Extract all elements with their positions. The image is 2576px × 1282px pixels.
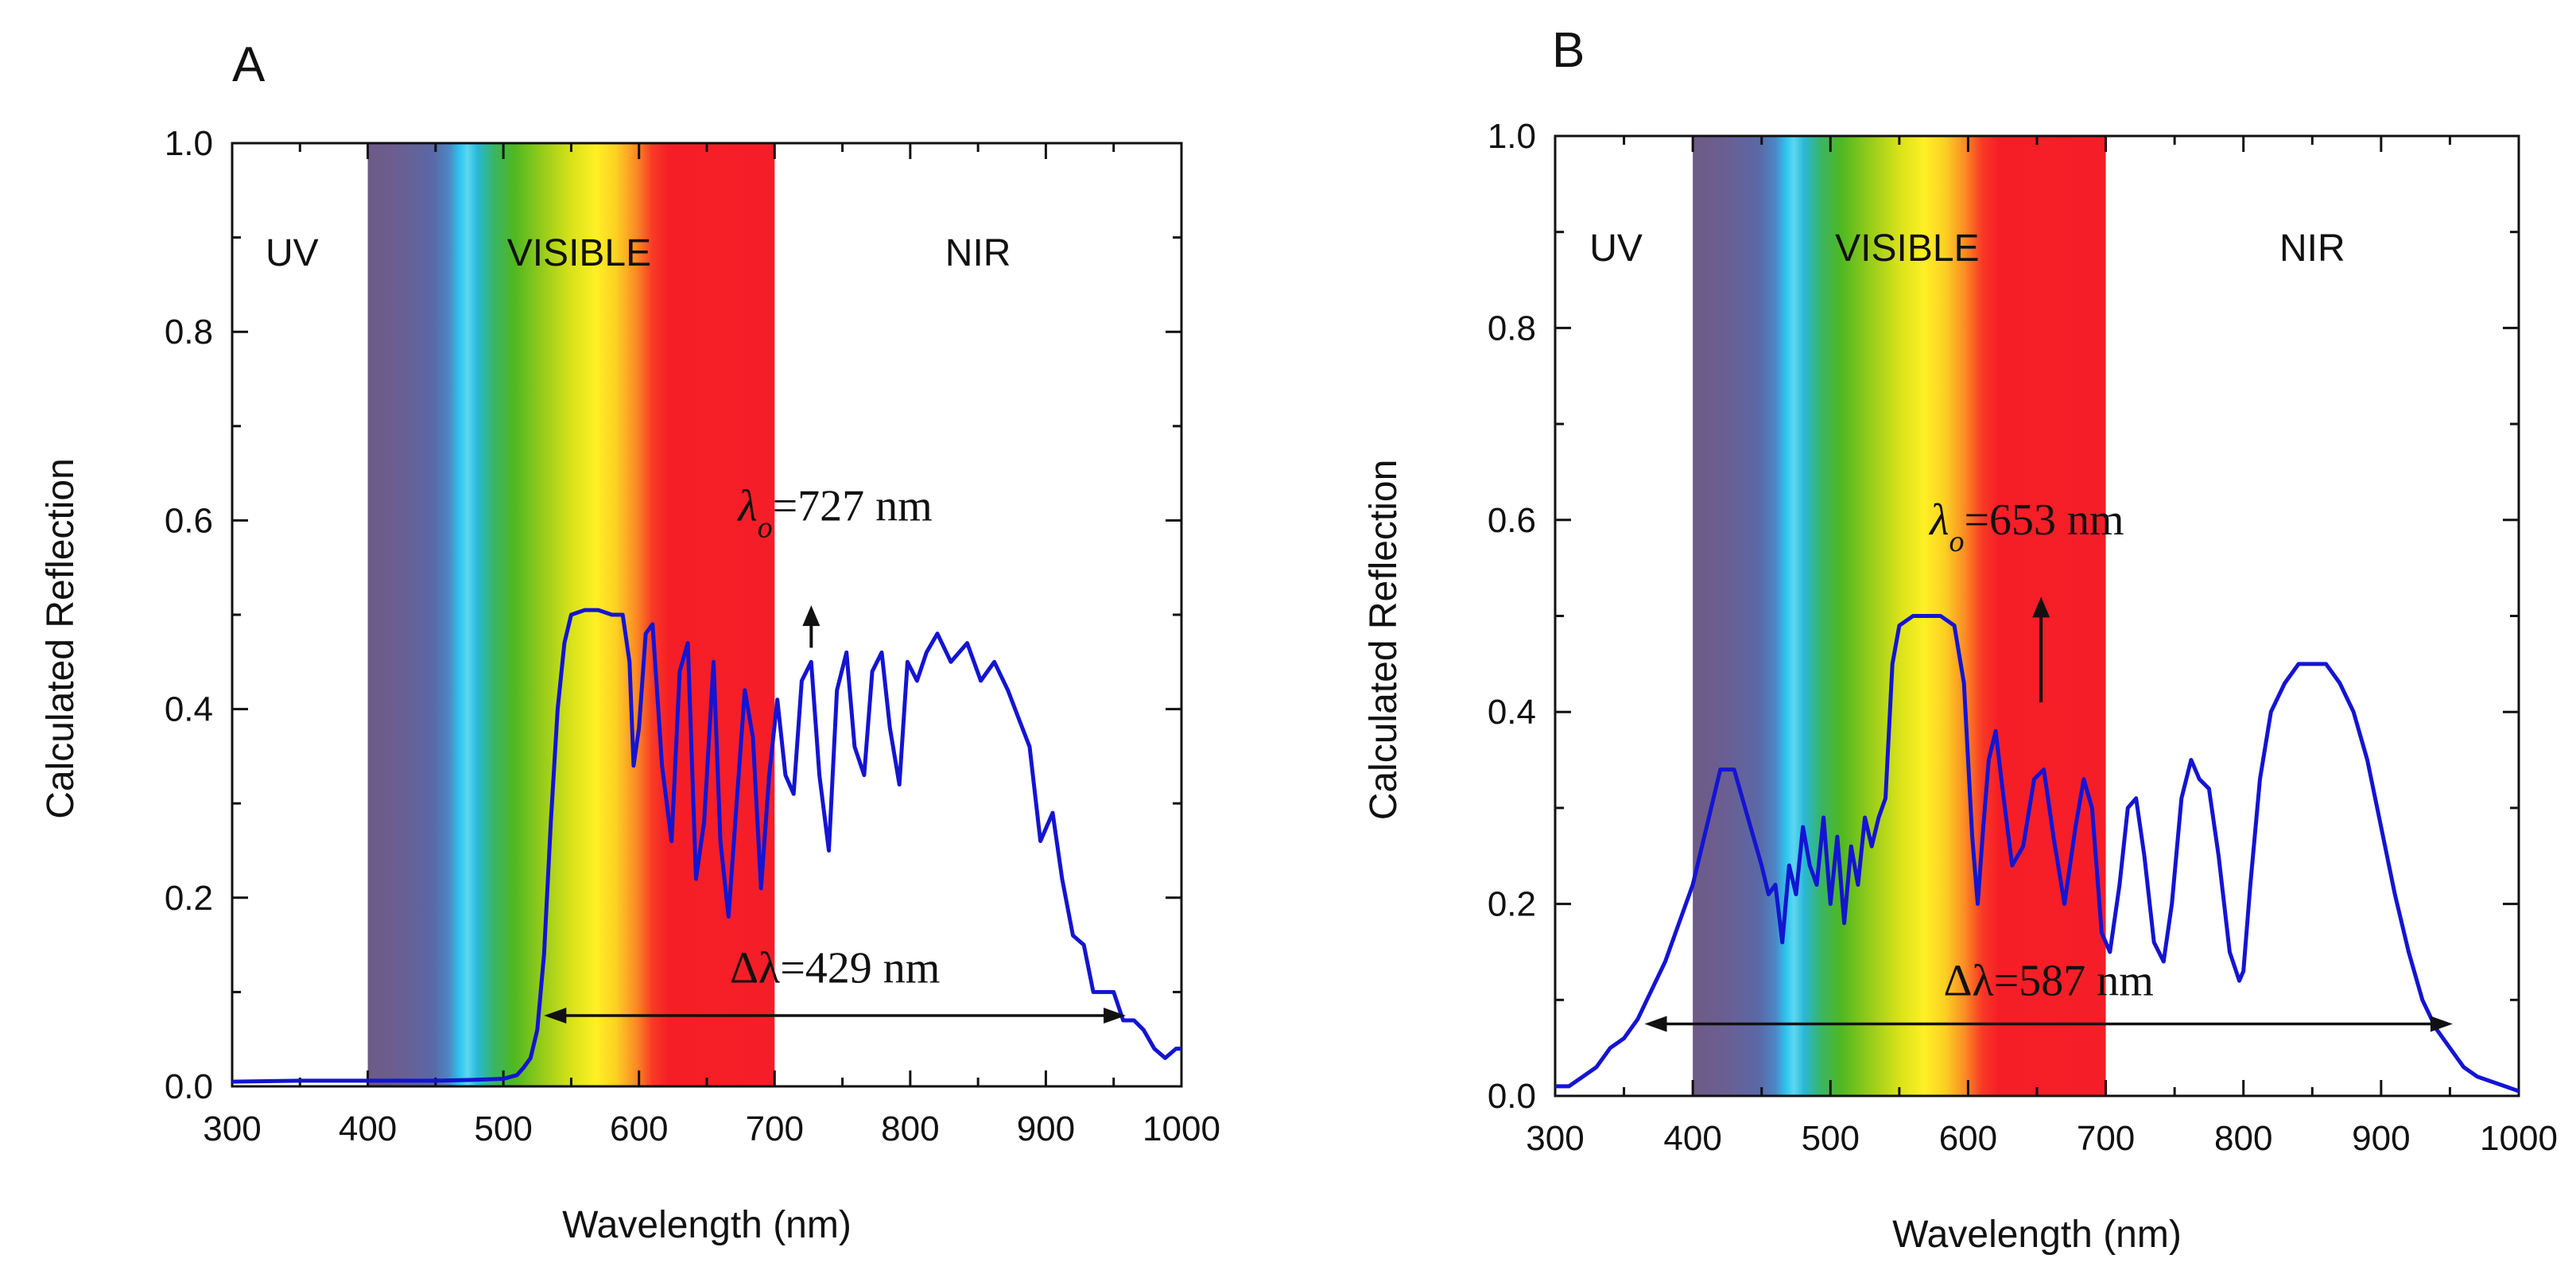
- x-tick-labels: 300 400 500 600 700 800 900 1000: [1526, 1119, 2558, 1158]
- y-tick-label: 0.2: [1488, 885, 1536, 924]
- x-tick-label: 400: [1663, 1119, 1721, 1158]
- y-axis-label: Calculated Reflection: [1363, 460, 1405, 821]
- bandwidth-value: =587 nm: [1994, 956, 2154, 1005]
- reflection-curve: [231, 608, 1181, 1084]
- x-tick-label: 300: [1526, 1119, 1584, 1158]
- x-tick-label: 500: [474, 1109, 532, 1148]
- x-tick-label: 600: [610, 1109, 668, 1148]
- delta-lambda-symbol: Δλ: [730, 944, 780, 993]
- plot-frame: [231, 142, 1183, 1088]
- region-label-uv: UV: [266, 232, 319, 274]
- center-wavelength-annotation: λo=727 nm: [736, 481, 932, 544]
- center-wavelength-annotation: λo=653 nm: [1928, 495, 2124, 558]
- x-tick-label: 400: [339, 1109, 397, 1148]
- y-tick-label: 1.0: [165, 124, 213, 163]
- lambda-subscript: o: [1949, 525, 1964, 558]
- bandwidth-arrowhead-left: [1644, 1016, 1667, 1032]
- lambda-symbol: λ: [736, 481, 757, 530]
- y-tick-label: 0.8: [1488, 309, 1536, 348]
- x-tick-label: 700: [746, 1109, 804, 1148]
- x-tick-label: 500: [1802, 1119, 1860, 1158]
- bandwidth-arrowhead-left: [544, 1008, 567, 1024]
- y-tick-label: 0.6: [1488, 501, 1536, 540]
- x-tick-labels: 300 400 500 600 700 800 900 1000: [203, 1109, 1220, 1148]
- region-label-uv: UV: [1589, 227, 1643, 270]
- region-label-nir: NIR: [2279, 227, 2345, 270]
- center-wavelength-arrowhead: [802, 605, 821, 627]
- y-tick-labels: 0.0 0.2 0.4 0.6 0.8 1.0: [165, 124, 213, 1106]
- x-tick-label: 300: [203, 1109, 261, 1148]
- bandwidth-value: =429 nm: [780, 944, 940, 993]
- plot-frame: [1554, 134, 2520, 1097]
- region-label-nir: NIR: [945, 232, 1011, 274]
- center-wavelength-arrowhead: [2032, 596, 2050, 618]
- panel-a: A 300 400 500 600 700 800 900 1000 0.0 0…: [40, 37, 1220, 1246]
- lambda-symbol: λ: [1928, 495, 1949, 545]
- x-tick-label: 1000: [2480, 1119, 2558, 1158]
- y-tick-label: 0.4: [165, 690, 213, 729]
- bandwidth-arrowhead-right: [2430, 1016, 2453, 1032]
- x-axis-label: Wavelength (nm): [1892, 1214, 2182, 1256]
- x-tick-label: 1000: [1143, 1109, 1220, 1148]
- x-tick-label: 900: [2352, 1119, 2410, 1158]
- bandwidth-annotation: Δλ=587 nm: [1944, 956, 2154, 1005]
- x-tick-label: 800: [2214, 1119, 2272, 1158]
- center-wavelength-value: =727 nm: [773, 481, 933, 530]
- bandwidth-arrowhead-right: [1104, 1008, 1127, 1024]
- y-tick-label: 0.0: [165, 1067, 213, 1106]
- panel-label: B: [1552, 23, 1585, 78]
- y-tick-label: 0.0: [1488, 1077, 1536, 1116]
- y-tick-labels: 0.0 0.2 0.4 0.6 0.8 1.0: [1488, 117, 1536, 1116]
- y-tick-label: 0.4: [1488, 693, 1536, 732]
- reflection-curve: [1555, 614, 2520, 1094]
- x-tick-label: 700: [2077, 1119, 2135, 1158]
- panel-label: A: [232, 37, 266, 92]
- y-tick-label: 1.0: [1488, 117, 1536, 156]
- panel-b: B 300 400 500 600 700 800 900 1000 0.0 0…: [1363, 23, 2558, 1256]
- x-tick-label: 800: [881, 1109, 939, 1148]
- x-axis-label: Wavelength (nm): [562, 1204, 852, 1246]
- y-axis-label: Calculated Reflection: [40, 458, 82, 819]
- y-tick-label: 0.6: [165, 501, 213, 540]
- lambda-subscript: o: [758, 511, 773, 544]
- region-label-visible: VISIBLE: [1835, 227, 1979, 270]
- region-label-visible: VISIBLE: [507, 232, 651, 274]
- bandwidth-annotation: Δλ=429 nm: [730, 944, 940, 993]
- y-tick-label: 0.2: [165, 879, 213, 918]
- x-tick-label: 600: [1939, 1119, 1997, 1158]
- x-tick-label: 900: [1017, 1109, 1075, 1148]
- delta-lambda-symbol: Δλ: [1944, 956, 1994, 1005]
- y-tick-label: 0.8: [165, 313, 213, 352]
- center-wavelength-value: =653 nm: [1964, 495, 2124, 545]
